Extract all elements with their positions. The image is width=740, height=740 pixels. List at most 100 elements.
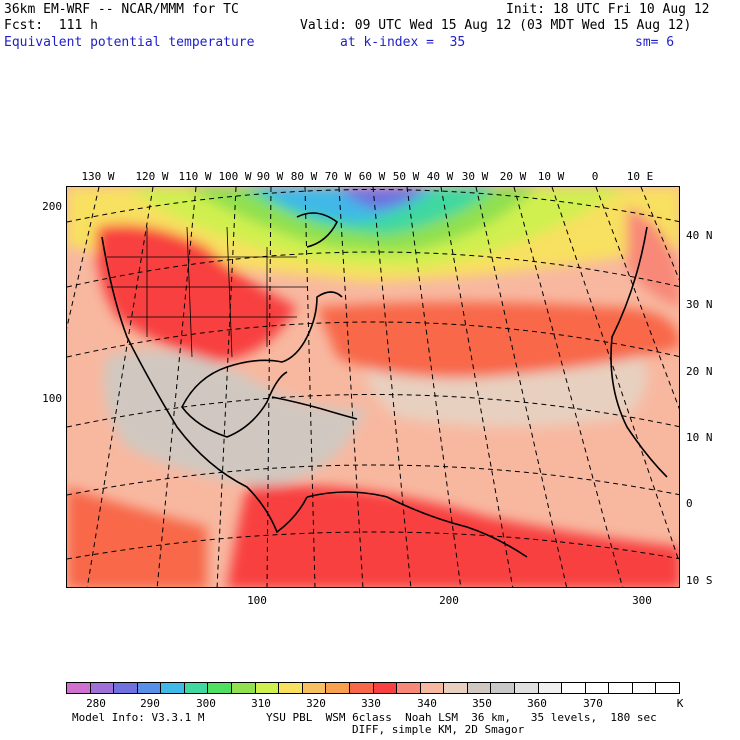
lon-line: [338, 187, 364, 587]
lon-label: 80 W: [290, 170, 318, 183]
colorbar-unit: K: [676, 697, 684, 710]
lon-line: [406, 187, 462, 587]
lat-line-0: [67, 531, 679, 560]
colorbar-label: 360: [527, 697, 547, 710]
colorbar-segment: [302, 683, 327, 693]
colorbar-segment: [538, 683, 563, 693]
colorbar-segment: [184, 683, 209, 693]
map-svg: [67, 187, 679, 587]
colorbar-segment: [609, 683, 633, 693]
colorbar-segment: [137, 683, 162, 693]
lon-label: 10 E: [626, 170, 654, 183]
model-info: Model Info: V3.3.1 M: [72, 711, 205, 724]
colorbar-segment: [114, 683, 138, 693]
great-lakes: [296, 212, 339, 248]
lat-label: 0: [686, 497, 693, 510]
state-border: [226, 226, 233, 358]
physics-info: YSU PBL WSM 6class Noah LSM 36 km, 35 le…: [266, 711, 657, 724]
colorbar-segment: [491, 683, 515, 693]
lon-line: [216, 187, 237, 587]
colorbar-label: 280: [86, 697, 106, 710]
grid-x-label: 300: [632, 594, 652, 607]
lon-label: 120 W: [135, 170, 169, 183]
lon-line: [86, 187, 154, 587]
europe-warm: [627, 207, 679, 307]
lat-label: 30 N: [686, 298, 713, 311]
lon-line: [266, 187, 272, 587]
lat-label: 10 S: [686, 574, 713, 587]
colorbar-segment: [90, 683, 115, 693]
colorbar-segment: [467, 683, 492, 693]
lat-line-50: [67, 189, 679, 223]
lon-label: 10 W: [537, 170, 565, 183]
colorbar-label: 290: [140, 697, 160, 710]
colorbar-segment: [161, 683, 185, 693]
colorbar-segment: [255, 683, 280, 693]
colorbar-segment: [373, 683, 398, 693]
gulf-coast: [181, 336, 308, 438]
colorbar-segment: [656, 683, 680, 693]
lon-label: 30 W: [461, 170, 489, 183]
lon-label: 100 W: [218, 170, 252, 183]
lon-line: [475, 187, 568, 587]
lon-label: 60 W: [358, 170, 386, 183]
coastlines: [101, 212, 668, 558]
lat-line-40: [67, 251, 679, 288]
lat-line-20: [67, 394, 679, 428]
colorbar-segment: [514, 683, 539, 693]
colorbar-label: 310: [251, 697, 271, 710]
atlantic-warm-band: [317, 302, 679, 378]
colorbar-segment: [632, 683, 657, 693]
colorbar-label: 330: [361, 697, 381, 710]
model-title: 36km EM-WRF -- NCAR/MMM for TC: [4, 2, 239, 17]
map-panel: [66, 186, 680, 588]
colorbar-label: 350: [472, 697, 492, 710]
colorbar: [66, 682, 680, 694]
grid-y-label: 200: [42, 200, 62, 213]
grid-y-label: 100: [42, 392, 62, 405]
atlantic-coast: [306, 291, 343, 338]
pacific-coast: [101, 236, 308, 534]
state-border: [186, 226, 193, 358]
lat-line-30: [67, 321, 679, 358]
graticule: [67, 187, 679, 587]
lon-label: 130 W: [81, 170, 115, 183]
level-info: at k-index = 35: [340, 35, 466, 50]
lon-line: [372, 187, 412, 587]
colorbar-segment: [397, 683, 421, 693]
diffusion-info: DIFF, simple KM, 2D Smagor: [352, 723, 525, 736]
colorbar-label: 320: [306, 697, 326, 710]
valid-time: Valid: 09 UTC Wed 15 Aug 12 (03 MDT Wed …: [300, 18, 692, 33]
colorbar-segment: [67, 683, 91, 693]
lat-label: 40 N: [686, 229, 713, 242]
field-name: Equivalent potential temperature: [4, 35, 255, 50]
colorbar-segment: [420, 683, 445, 693]
cuba: [271, 396, 358, 420]
lon-line: [640, 187, 679, 281]
colorbar-label: 300: [196, 697, 216, 710]
south-america-north-coast: [306, 491, 528, 558]
lon-label: 110 W: [178, 170, 212, 183]
colorbar-segment: [562, 683, 586, 693]
lon-label: 70 W: [324, 170, 352, 183]
colorbar-segment: [279, 683, 303, 693]
colorbar-segment: [349, 683, 374, 693]
lon-line: [156, 187, 197, 587]
lon-line: [551, 187, 679, 563]
lon-label: 0: [591, 170, 599, 183]
lon-label: 40 W: [426, 170, 454, 183]
lat-label: 10 N: [686, 431, 713, 444]
colorbar-label: 370: [583, 697, 603, 710]
pacific-warm-band: [67, 487, 207, 587]
colorbar-segment: [208, 683, 233, 693]
south-america-warm: [227, 485, 679, 587]
colorbar-segment: [585, 683, 610, 693]
africa-coast: [610, 226, 668, 478]
grid-x-label: 100: [247, 594, 267, 607]
colorbar-label: 340: [417, 697, 437, 710]
grid-x-label: 200: [439, 594, 459, 607]
lon-label: 50 W: [392, 170, 420, 183]
colorbar-segment: [232, 683, 256, 693]
lon-label: 90 W: [256, 170, 284, 183]
band-290: [337, 187, 427, 209]
